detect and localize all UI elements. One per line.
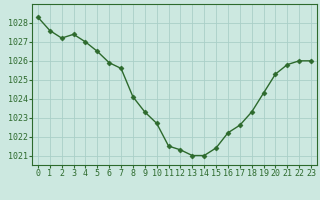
Text: Graphe pression niveau de la mer (hPa): Graphe pression niveau de la mer (hPa) [41,186,279,196]
